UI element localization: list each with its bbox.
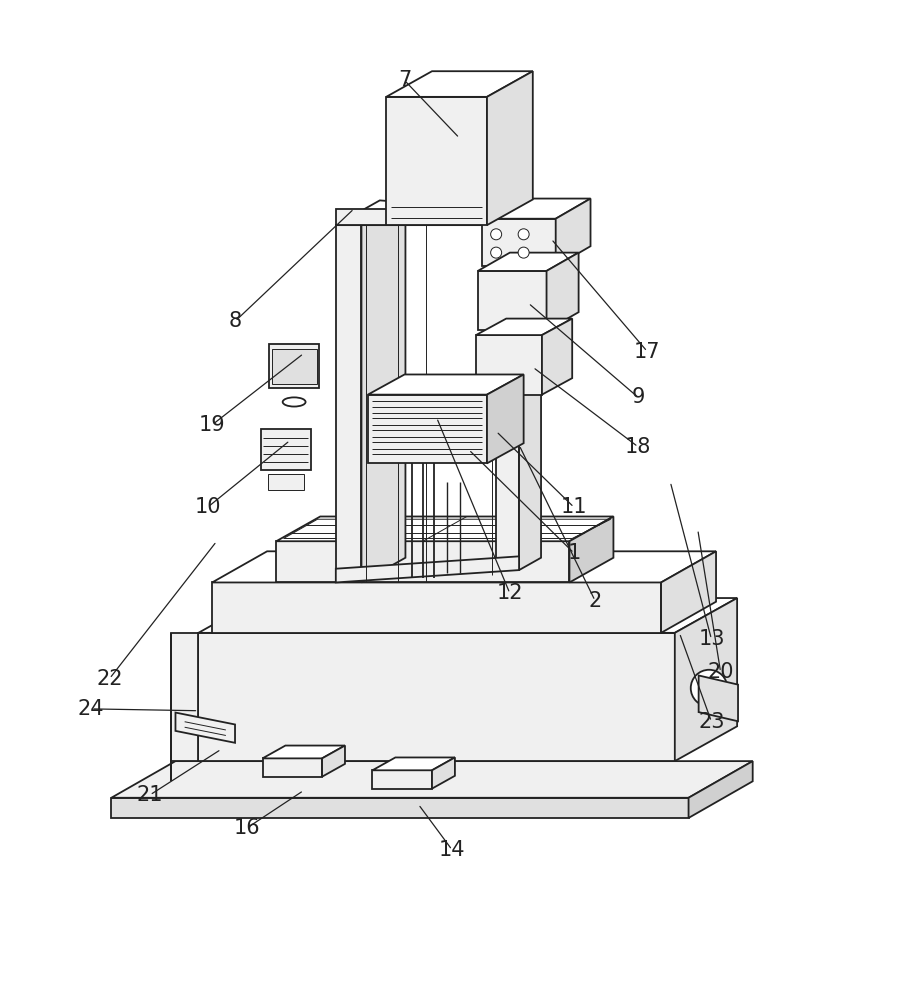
Polygon shape bbox=[335, 225, 361, 582]
Polygon shape bbox=[263, 758, 322, 777]
Text: 14: 14 bbox=[439, 840, 465, 860]
Text: 17: 17 bbox=[634, 342, 661, 362]
Text: 24: 24 bbox=[78, 699, 105, 719]
Text: 12: 12 bbox=[496, 583, 523, 603]
Polygon shape bbox=[487, 374, 524, 463]
Text: 20: 20 bbox=[708, 662, 734, 682]
Polygon shape bbox=[111, 798, 688, 818]
Polygon shape bbox=[368, 374, 524, 395]
Polygon shape bbox=[322, 746, 345, 777]
Polygon shape bbox=[556, 199, 591, 266]
Polygon shape bbox=[171, 633, 199, 761]
Polygon shape bbox=[277, 541, 570, 582]
Polygon shape bbox=[111, 761, 753, 798]
Polygon shape bbox=[482, 199, 591, 219]
Text: 7: 7 bbox=[398, 70, 411, 90]
Polygon shape bbox=[268, 474, 304, 490]
Circle shape bbox=[691, 670, 728, 706]
Polygon shape bbox=[361, 200, 405, 582]
Polygon shape bbox=[476, 319, 573, 335]
Polygon shape bbox=[432, 757, 455, 789]
Text: 9: 9 bbox=[631, 387, 645, 407]
Text: 19: 19 bbox=[199, 415, 225, 435]
Polygon shape bbox=[368, 395, 487, 463]
Polygon shape bbox=[261, 429, 311, 470]
Polygon shape bbox=[212, 582, 661, 633]
Polygon shape bbox=[478, 253, 579, 271]
Polygon shape bbox=[661, 551, 716, 633]
Circle shape bbox=[518, 247, 529, 258]
Polygon shape bbox=[476, 335, 542, 395]
Text: 22: 22 bbox=[96, 669, 123, 689]
Text: 11: 11 bbox=[561, 497, 587, 517]
Polygon shape bbox=[269, 344, 319, 388]
Ellipse shape bbox=[283, 397, 306, 407]
Polygon shape bbox=[199, 633, 675, 761]
Polygon shape bbox=[675, 598, 737, 761]
Circle shape bbox=[518, 229, 529, 240]
Polygon shape bbox=[272, 349, 316, 384]
Polygon shape bbox=[199, 598, 737, 633]
Polygon shape bbox=[263, 746, 345, 758]
Circle shape bbox=[491, 247, 502, 258]
Text: 21: 21 bbox=[137, 785, 163, 805]
Polygon shape bbox=[335, 209, 519, 225]
Polygon shape bbox=[542, 319, 573, 395]
Polygon shape bbox=[277, 516, 613, 541]
Polygon shape bbox=[496, 213, 519, 570]
Polygon shape bbox=[698, 675, 738, 721]
Text: 10: 10 bbox=[194, 497, 221, 517]
Polygon shape bbox=[570, 516, 613, 582]
Polygon shape bbox=[547, 253, 579, 330]
Text: 16: 16 bbox=[233, 818, 260, 838]
Polygon shape bbox=[372, 757, 455, 770]
Polygon shape bbox=[176, 713, 235, 743]
Text: 1: 1 bbox=[567, 543, 581, 563]
Polygon shape bbox=[386, 71, 533, 97]
Polygon shape bbox=[688, 761, 753, 818]
Circle shape bbox=[491, 229, 502, 240]
Polygon shape bbox=[386, 97, 487, 225]
Polygon shape bbox=[212, 551, 716, 582]
Text: 18: 18 bbox=[625, 437, 652, 457]
Polygon shape bbox=[519, 200, 541, 570]
Polygon shape bbox=[482, 219, 556, 266]
Polygon shape bbox=[372, 770, 432, 789]
Text: 8: 8 bbox=[229, 311, 242, 331]
Text: 13: 13 bbox=[698, 629, 725, 649]
Polygon shape bbox=[478, 271, 547, 330]
Text: 2: 2 bbox=[588, 591, 602, 611]
Text: 23: 23 bbox=[698, 712, 725, 732]
Polygon shape bbox=[335, 556, 519, 582]
Polygon shape bbox=[487, 71, 533, 225]
Polygon shape bbox=[335, 200, 541, 225]
